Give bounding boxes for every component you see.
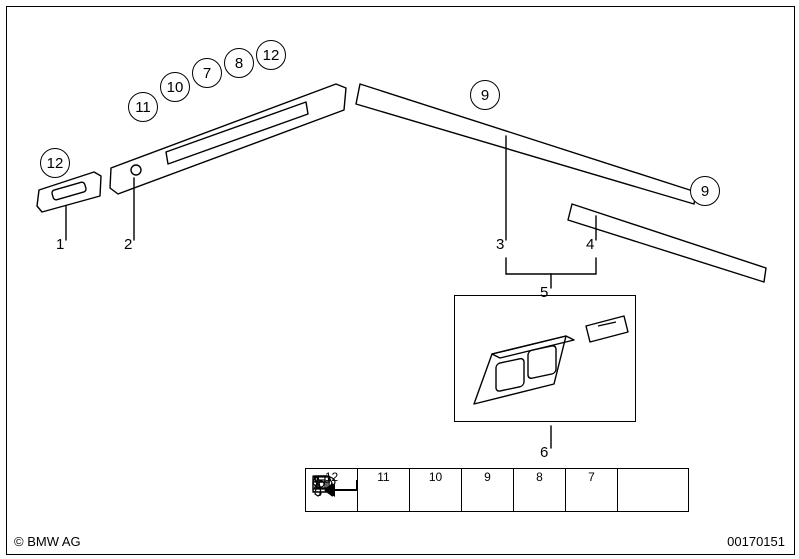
callout-12-top: 12 (256, 40, 286, 70)
callout-9-upper: 9 (470, 80, 500, 110)
legend-7: 7 (565, 468, 617, 512)
ref-5: 5 (540, 284, 548, 301)
legend-num: 11 (377, 471, 389, 483)
legend-strip: 12 11 10 9 8 7 (305, 468, 745, 512)
ref-6: 6 (540, 444, 548, 461)
callout-label: 7 (203, 65, 211, 82)
legend-num: 9 (484, 471, 491, 483)
callout-8: 8 (224, 48, 254, 78)
legend-num: 8 (536, 471, 543, 483)
callout-12-left: 12 (40, 148, 70, 178)
callout-label: 12 (263, 47, 280, 64)
ref-1: 1 (56, 236, 64, 253)
ref-3: 3 (496, 236, 504, 253)
legend-11: 11 (357, 468, 409, 512)
callout-label: 8 (235, 55, 243, 72)
subassembly-frame (454, 295, 636, 422)
callout-label: 10 (167, 79, 184, 96)
legend-arrow (617, 468, 689, 512)
callout-label: 9 (701, 183, 709, 200)
callout-label: 12 (47, 155, 64, 172)
legend-num: 7 (588, 471, 595, 483)
legend-blank (651, 471, 654, 483)
callout-label: 11 (135, 99, 151, 116)
legend-9: 9 (461, 468, 513, 512)
callout-label: 9 (481, 87, 489, 104)
ref-2: 2 (124, 236, 132, 253)
ref-4: 4 (586, 236, 594, 253)
callout-9-lower: 9 (690, 176, 720, 206)
callout-10: 10 (160, 72, 190, 102)
legend-8: 8 (513, 468, 565, 512)
legend-10: 10 (409, 468, 461, 512)
copyright-text: © BMW AG (14, 534, 81, 549)
legend-num: 10 (429, 471, 442, 483)
drawing-number: 00170151 (727, 534, 785, 549)
callout-11: 11 (128, 92, 158, 122)
callout-7: 7 (192, 58, 222, 88)
